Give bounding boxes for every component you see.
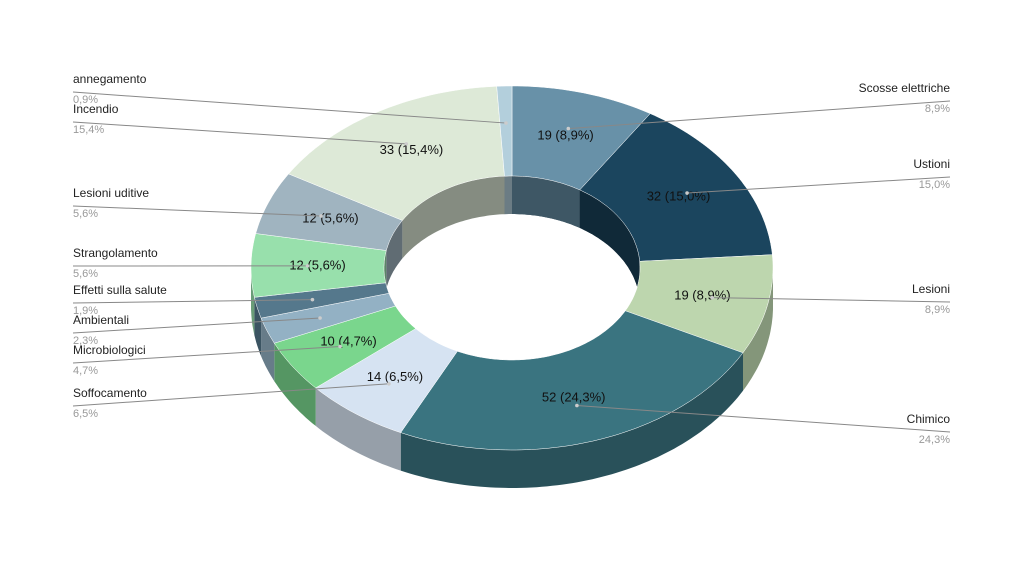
legend-percent: 8,9% <box>925 103 950 115</box>
legend-percent: 5,6% <box>73 208 98 220</box>
leader-dot <box>404 142 409 146</box>
leader-line <box>72 383 389 407</box>
leader-dot <box>310 297 315 302</box>
slice-label: 12 (5,6%) <box>289 257 345 272</box>
slice-label: 12 (5,6%) <box>302 210 358 225</box>
legend-percent: 15,4% <box>73 124 104 136</box>
legend-percent: 24,3% <box>919 434 950 446</box>
legend-percent: 1,9% <box>73 305 98 317</box>
legend-label: Ustioni <box>913 157 950 171</box>
inner-wall <box>504 176 512 215</box>
slice-label: 19 (8,9%) <box>674 287 730 302</box>
outer-wall <box>400 352 743 488</box>
leader-line <box>72 317 321 334</box>
legend-percent: 2,3% <box>73 335 98 347</box>
leader-line <box>576 405 951 433</box>
leader-line <box>72 91 507 124</box>
outer-wall <box>251 268 255 336</box>
legend-label: Strangolamento <box>73 246 158 260</box>
donut-slice <box>496 85 513 177</box>
legend-percent: 4,7% <box>73 365 98 377</box>
legend-label: Scosse elettriche <box>859 81 951 95</box>
leader-dot <box>504 121 508 125</box>
outer-wall <box>254 297 262 357</box>
outer-wall <box>315 387 401 471</box>
inner-wall <box>386 220 403 289</box>
inner-wall <box>402 176 505 259</box>
slice-label: 14 (6,5%) <box>367 369 423 384</box>
leader-dot <box>566 126 571 131</box>
leader-line <box>72 299 313 304</box>
legend-label: Effetti sulla salute <box>73 283 167 297</box>
outer-wall <box>274 343 316 426</box>
legend-label: Chimico <box>907 412 951 426</box>
leader-dot <box>575 403 579 408</box>
leader-line <box>72 121 407 145</box>
slice-label: 33 (15,4%) <box>380 142 444 157</box>
leader-dot <box>319 214 323 218</box>
leader-dot <box>338 344 342 349</box>
outer-wall <box>261 318 275 382</box>
slice-label: 52 (24,3%) <box>542 389 606 404</box>
leader-line <box>568 100 951 130</box>
legend-label: Ambientali <box>73 313 129 327</box>
leader-dot <box>305 264 310 268</box>
legend-percent: 8,9% <box>925 304 950 316</box>
legend-percent: 15,0% <box>919 179 950 191</box>
legend-label: annegamento <box>73 72 147 86</box>
leader-line <box>712 297 951 303</box>
inner-wall <box>512 176 580 228</box>
legend-percent: 6,5% <box>73 408 98 420</box>
legend-label: Incendio <box>73 102 119 116</box>
legend-label: Lesioni <box>912 282 950 296</box>
leader-line <box>687 176 951 194</box>
inner-wall <box>579 189 640 300</box>
leader-dot <box>710 295 714 300</box>
slice-label: 32 (15,0%) <box>647 189 711 204</box>
legend-percent: 0,9% <box>73 94 98 106</box>
slice-label: 10 (4,7%) <box>320 334 376 349</box>
leader-dot <box>387 381 391 386</box>
outer-wall <box>743 268 773 391</box>
leader-dot <box>685 191 689 195</box>
leader-line <box>72 205 322 217</box>
leader-dot <box>318 316 322 320</box>
legend-percent: 5,6% <box>73 268 98 280</box>
legend-label: Lesioni uditive <box>73 186 149 200</box>
slice-label: 19 (8,9%) <box>537 128 593 143</box>
leader-line <box>72 346 341 364</box>
legend-label: Microbiologici <box>73 343 146 357</box>
legend-label: Soffocamento <box>73 386 147 400</box>
